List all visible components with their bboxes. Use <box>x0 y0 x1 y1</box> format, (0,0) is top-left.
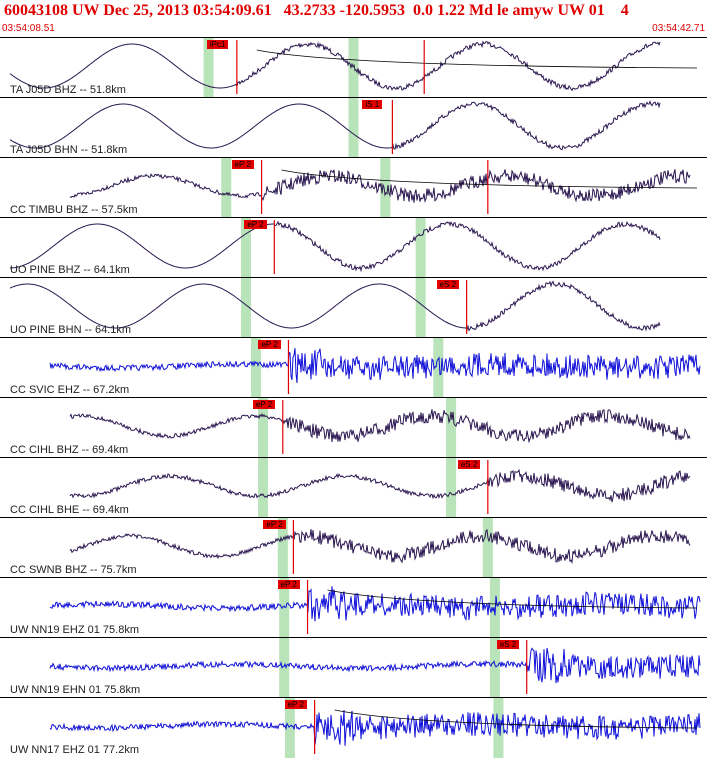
time-window-band <box>284 698 295 758</box>
waveform-trace <box>9 40 661 92</box>
time-window-band <box>241 218 252 278</box>
trace-label: CC SVIC EHZ -- 67.2km <box>10 384 130 396</box>
waveform-trace <box>49 348 701 384</box>
trace-panel[interactable]: eP 2 CC SVIC EHZ -- 67.2km <box>0 337 707 398</box>
waveform-trace <box>9 100 661 151</box>
time-window-band <box>277 518 288 578</box>
coda-curve <box>327 589 698 609</box>
pick-label[interactable]: eP 2 <box>244 220 267 229</box>
trace-panel[interactable]: eS 2 CC CIHL BHE -- 69.4km <box>0 457 707 518</box>
trace-panels: iPc1 TA J05D BHZ -- 51.8km iS 1 TA J05D BHN… <box>0 37 707 758</box>
waveform-plot[interactable] <box>0 158 707 218</box>
waveform-trace <box>69 528 691 565</box>
waveform-plot[interactable] <box>0 698 707 758</box>
pick-label[interactable]: eS 2 <box>496 640 520 649</box>
waveform-trace <box>69 468 691 503</box>
time-window-band <box>203 38 214 98</box>
waveform-plot[interactable] <box>0 98 707 158</box>
trace-label: UO PINE BHZ -- 64.1km <box>10 264 130 276</box>
time-window-band <box>415 278 426 338</box>
time-window-band <box>258 458 269 518</box>
waveform-plot[interactable] <box>0 578 707 638</box>
trace-panel[interactable]: eP 2 UW NN17 EHZ 01 77.2km <box>0 697 707 758</box>
time-window-band <box>221 158 232 218</box>
trace-panel[interactable]: eP 2 UO PINE BHZ -- 64.1km <box>0 217 707 278</box>
header: 60043108 UW Dec 25, 2013 03:54:09.61 43.… <box>0 0 707 37</box>
coda-curve <box>256 49 698 69</box>
pick-label[interactable]: iS 1 <box>362 100 383 109</box>
time-window-band <box>241 278 252 338</box>
pick-label[interactable]: eP 2 <box>231 160 254 169</box>
trace-label: TA J05D BHZ -- 51.8km <box>10 84 126 96</box>
trace-label: UO PINE BHN -- 64.1km <box>10 324 132 336</box>
pick-label[interactable]: eP 2 <box>263 520 286 529</box>
trace-panel[interactable]: eS 2 UO PINE BHN -- 64.1km <box>0 277 707 338</box>
waveform-trace <box>69 169 691 204</box>
event-title: 60043108 UW Dec 25, 2013 03:54:09.61 43.… <box>4 2 629 19</box>
trace-label: CC CIHL BHE -- 69.4km <box>10 504 129 516</box>
waveform-trace <box>49 586 701 622</box>
trace-panel[interactable]: eS 2 UW NN19 EHN 01 75.8km <box>0 637 707 698</box>
trace-panel[interactable]: eP 2 UW NN19 EHZ 01 75.8km <box>0 577 707 638</box>
time-window-band <box>348 38 359 98</box>
waveform-trace <box>69 409 691 444</box>
trace-label: CC SWNB BHZ -- 75.7km <box>10 564 137 576</box>
time-window-band <box>446 398 457 458</box>
coda-curve <box>334 709 698 729</box>
start-time: 03:54:08.51 <box>2 23 55 34</box>
waveform-trace <box>49 709 701 746</box>
waveform-plot[interactable] <box>0 518 707 578</box>
time-window-band <box>279 638 290 698</box>
time-window-band <box>250 338 261 398</box>
waveform-plot[interactable] <box>0 278 707 338</box>
trace-panel[interactable]: iS 1 TA J05D BHN -- 51.8km <box>0 97 707 158</box>
waveform-plot[interactable] <box>0 638 707 698</box>
waveform-trace <box>9 280 661 332</box>
trace-label: UW NN17 EHZ 01 77.2km <box>10 744 139 756</box>
waveform-plot[interactable] <box>0 38 707 98</box>
time-window-band <box>482 518 493 578</box>
trace-panel[interactable]: eP 2 CC TIMBU BHZ -- 57.5km <box>0 157 707 218</box>
waveform-plot[interactable] <box>0 338 707 398</box>
time-window-band <box>380 158 391 218</box>
trace-panel[interactable]: eP 2 CC CIHL BHZ -- 69.4km <box>0 397 707 458</box>
pick-label[interactable]: eP 2 <box>277 580 300 589</box>
waveform-trace <box>10 220 661 273</box>
trace-label: UW NN19 EHZ 01 75.8km <box>10 624 139 636</box>
trace-label: TA J05D BHN -- 51.8km <box>10 144 128 156</box>
pick-label[interactable]: iPc1 <box>206 40 229 49</box>
pick-label[interactable]: eS 2 <box>457 460 481 469</box>
time-window-band <box>258 398 269 458</box>
pick-label[interactable]: eS 2 <box>436 280 460 289</box>
pick-label[interactable]: eP 2 <box>252 400 276 409</box>
time-window-band <box>415 218 426 278</box>
waveform-plot[interactable] <box>0 398 707 458</box>
trace-panel[interactable]: iPc1 TA J05D BHZ -- 51.8km <box>0 37 707 98</box>
trace-label: CC TIMBU BHZ -- 57.5km <box>10 204 138 216</box>
pick-label[interactable]: eP 2 <box>258 340 281 349</box>
time-window-band <box>446 458 457 518</box>
time-window-band <box>433 338 444 398</box>
waveform-plot[interactable] <box>0 218 707 278</box>
time-window-band <box>279 578 290 638</box>
coda-curve <box>281 169 698 189</box>
trace-label: CC CIHL BHZ -- 69.4km <box>10 444 129 456</box>
time-window-band <box>348 98 359 158</box>
waveform-trace <box>49 647 701 684</box>
trace-panel[interactable]: eP 2 CC SWNB BHZ -- 75.7km <box>0 517 707 578</box>
end-time: 03:54:42.71 <box>652 23 705 34</box>
pick-label[interactable]: eP 2 <box>284 700 307 709</box>
waveform-plot[interactable] <box>0 458 707 518</box>
time-window-band <box>489 638 500 698</box>
trace-label: UW NN19 EHN 01 75.8km <box>10 684 141 696</box>
